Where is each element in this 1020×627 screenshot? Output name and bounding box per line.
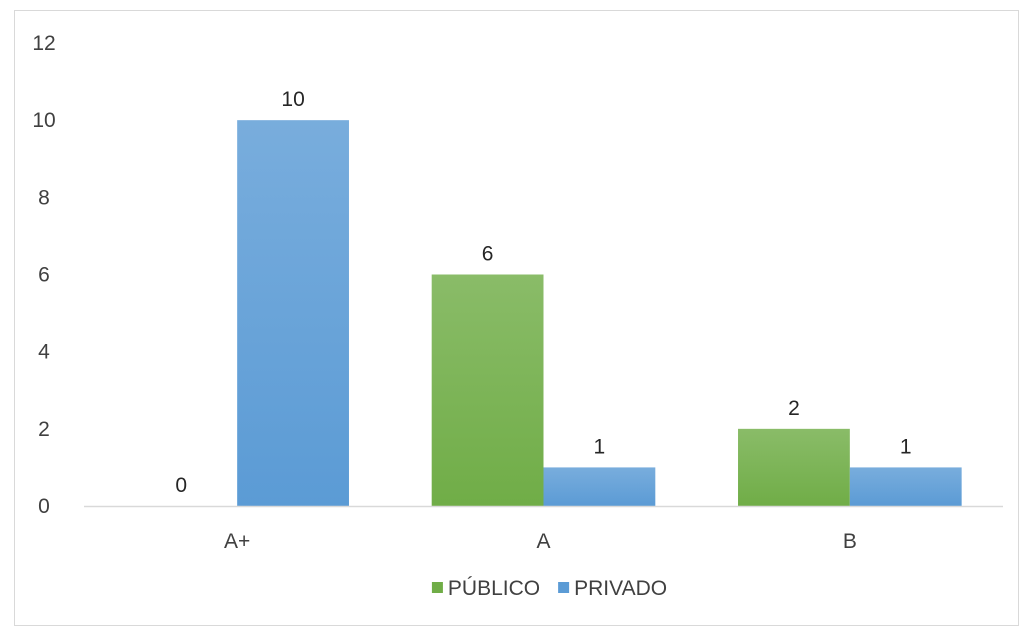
x-tick-label: B — [843, 530, 857, 553]
legend-item-publico: PÚBLICO — [431, 577, 540, 600]
data-label: 10 — [281, 88, 304, 111]
x-axis: A+ A B — [84, 505, 1003, 553]
legend-swatch — [558, 582, 570, 593]
legend-label: PÚBLICO — [448, 577, 540, 600]
y-tick-label: 6 — [38, 264, 50, 287]
data-label: 2 — [788, 397, 800, 420]
x-tick-label: A — [536, 530, 550, 553]
bar-privado-0 — [237, 120, 349, 507]
y-tick-label: 12 — [32, 32, 55, 55]
bar-privado-1 — [543, 467, 656, 506]
data-label: 1 — [900, 435, 912, 458]
y-tick-label: 0 — [38, 495, 50, 518]
data-label: 1 — [594, 435, 606, 458]
legend-item-privado: PRIVADO — [558, 577, 667, 600]
y-tick-label: 4 — [38, 341, 50, 364]
data-label: 0 — [175, 474, 187, 497]
y-tick-label: 8 — [38, 186, 50, 209]
y-tick-label: 2 — [38, 418, 50, 441]
x-tick-label: A+ — [224, 530, 250, 553]
bars: 0 10 6 1 2 1 — [175, 88, 962, 507]
bar-privado-2 — [849, 467, 962, 506]
legend-label: PRIVADO — [574, 577, 667, 600]
y-tick-label: 10 — [32, 109, 55, 132]
data-label: 6 — [482, 243, 494, 266]
bar-publico-2 — [738, 428, 850, 506]
y-axis: 0 2 4 6 8 10 12 — [32, 32, 55, 518]
bar-publico-1 — [431, 274, 544, 506]
legend-swatch — [431, 582, 443, 593]
legend: PÚBLICO PRIVADO — [431, 577, 667, 600]
